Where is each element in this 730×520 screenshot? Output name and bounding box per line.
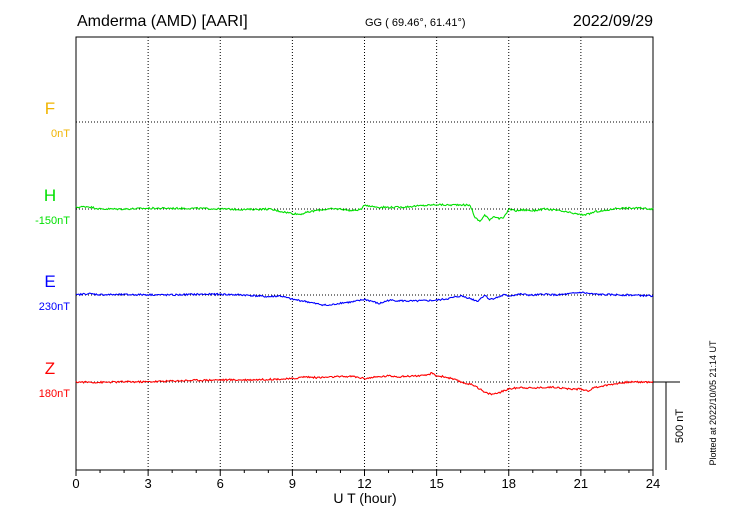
x-tick-label: 9 [289,476,296,491]
x-axis-label: U T (hour) [333,490,396,506]
series-name-e: E [44,272,55,291]
series-baseline-f: 0nT [51,128,70,140]
series-baseline-h: -150nT [35,215,70,227]
station-coords: GG ( 69.46°, 61.41°) [365,17,466,29]
station-title: Amderma (AMD) [AARI] [77,13,248,30]
series-line-h [75,203,654,223]
scale-bar-label: 500 nT [674,409,686,444]
x-tick-label: 15 [429,476,443,491]
series-group [75,203,654,396]
grid-lines [76,37,653,470]
plotted-timestamp: Plotted at 2022/10/05 21:14 UT [708,340,718,466]
x-ticks: 0 3 6 9 12 15 18 21 24 [72,470,660,491]
x-tick-label: 6 [217,476,224,491]
chart-date: 2022/09/29 [573,13,653,30]
x-tick-label: 24 [646,476,660,491]
scale-bar: 500 nT [653,381,686,470]
series-name-f: F [45,99,55,118]
series-line-z [75,372,654,396]
series-labels: F 0nT H -150nT E 230nT Z 180nT [35,99,70,400]
series-line-e [75,291,654,307]
series-baseline-e: 230nT [39,301,70,313]
series-baseline-z: 180nT [39,388,70,400]
series-name-h: H [44,186,56,205]
series-name-z: Z [45,359,55,378]
x-tick-label: 18 [502,476,516,491]
x-tick-label: 3 [145,476,152,491]
x-tick-label: 21 [574,476,588,491]
x-tick-label: 12 [357,476,371,491]
x-tick-label: 0 [72,476,79,491]
